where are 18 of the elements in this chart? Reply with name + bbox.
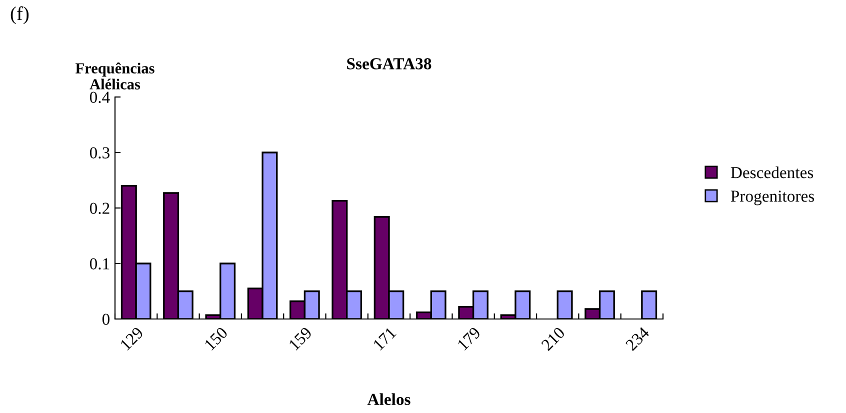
x-tick-label: 171 xyxy=(372,326,396,350)
x-tick-label: 210 xyxy=(540,326,566,352)
y-tick-label: 0.4 xyxy=(90,92,110,104)
x-tick-label: 159 xyxy=(288,326,313,351)
x-tick-label: 150 xyxy=(204,326,228,351)
text: (f) xyxy=(10,6,29,24)
x-tick-label: 129 xyxy=(120,326,144,351)
x-tick-label: 179 xyxy=(457,326,482,351)
y-axis-title: Frequências Alélicas xyxy=(76,62,154,90)
x-axis-title: Alelos xyxy=(367,393,410,406)
y-tick-label: 0.1 xyxy=(90,258,110,270)
y-tick-label: 0 xyxy=(102,314,110,325)
x-tick-label: 234 xyxy=(625,326,650,352)
legend-label: Descedentes xyxy=(730,166,814,178)
y-tick-label: 0.2 xyxy=(90,202,110,214)
chart-title: SseGATA38 xyxy=(347,58,432,70)
y-tick-label: 0.3 xyxy=(90,147,110,159)
legend-label: Progenitores xyxy=(730,190,814,206)
